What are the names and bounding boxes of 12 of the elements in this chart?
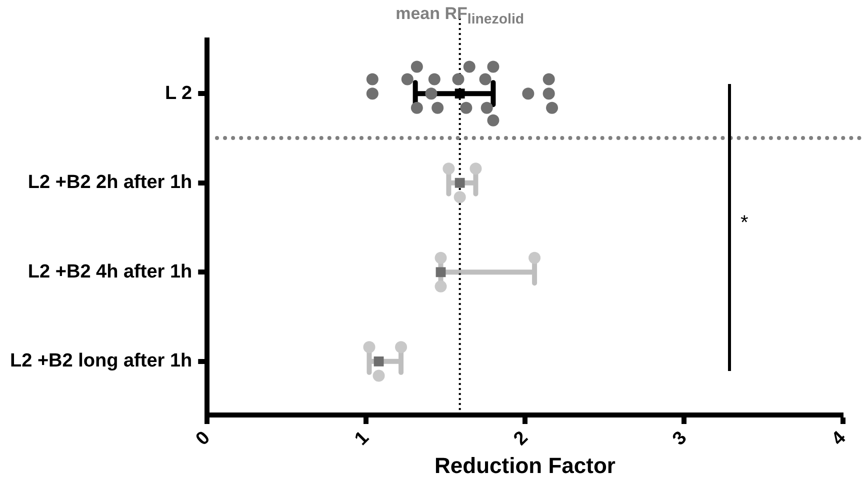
annotation: * (740, 212, 748, 234)
y-tick-label: L2 +B2 long after 1h (10, 350, 192, 372)
x-tick-label: 1 (350, 427, 374, 450)
x-tick-label: 0 (192, 427, 214, 450)
x-axis-title: Reduction Factor (434, 452, 616, 478)
y-tick-label: L 2 (165, 82, 192, 104)
x-tick-label: 4 (828, 427, 850, 450)
x-tick-label: 2 (510, 427, 532, 450)
ref-line-label: mean RF$_{linezolid}$ (394, 4, 526, 28)
y-tick-label: L2 +B2 2h after 1h (28, 172, 192, 194)
x-tick-label: 3 (668, 427, 692, 450)
y-tick-label: L2 +B2 4h after 1h (28, 261, 192, 282)
